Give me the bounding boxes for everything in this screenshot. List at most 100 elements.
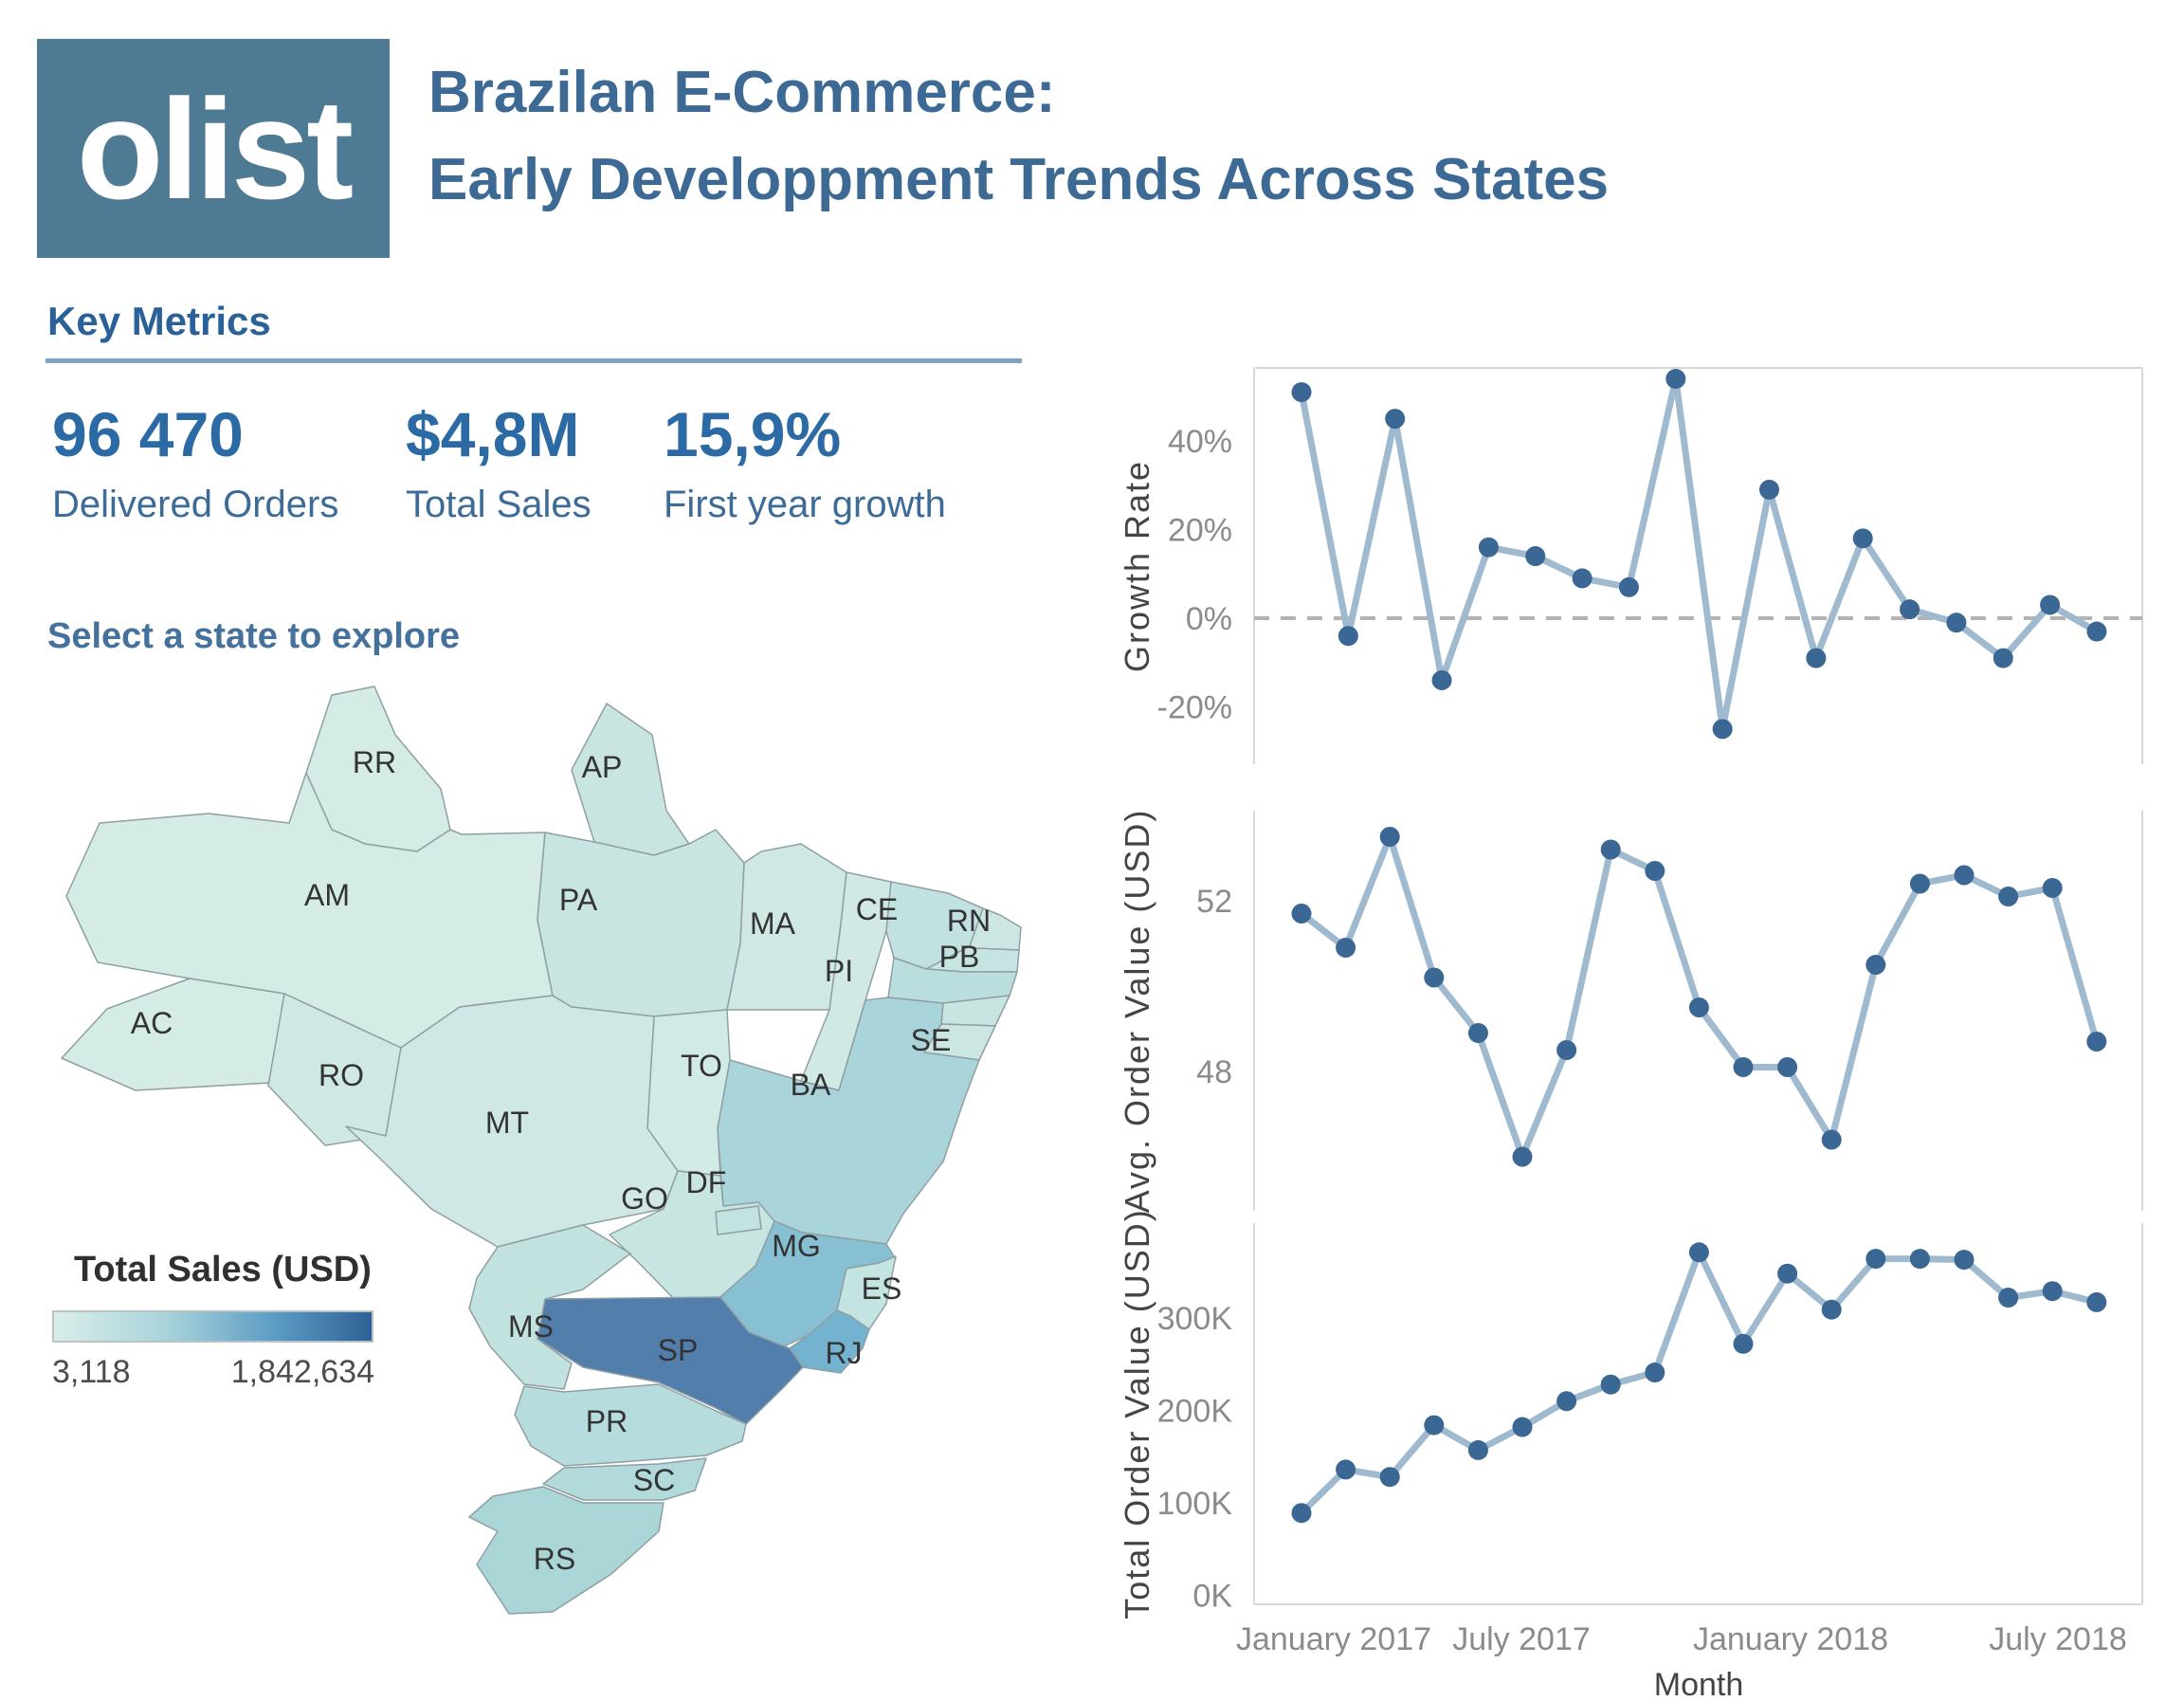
data-point-Feb-2018[interactable]	[1821, 1299, 1842, 1320]
state-AC[interactable]	[61, 978, 285, 1091]
x-tick-label: July 2017	[1452, 1621, 1591, 1657]
data-point-Sep-2017[interactable]	[1600, 839, 1621, 860]
state-MS[interactable]	[468, 1224, 631, 1390]
x-tick-label: July 2018	[1989, 1621, 2127, 1657]
data-point-Jul-2018[interactable]	[2040, 594, 2061, 615]
state-label-MT: MT	[485, 1106, 529, 1140]
state-label-PB: PB	[939, 940, 980, 974]
data-point-Sep-2017[interactable]	[1572, 568, 1592, 589]
state-label-GO: GO	[621, 1181, 668, 1216]
page-title-line2: Early Developpment Trends Across States	[428, 147, 1610, 212]
state-label-RJ: RJ	[825, 1336, 862, 1370]
data-point-Apr-2018[interactable]	[1900, 599, 1920, 620]
data-point-May-2017[interactable]	[1424, 967, 1445, 988]
metric-value: 96 470	[52, 399, 244, 469]
page-title-line1: Brazilan E-Commerce:	[428, 60, 1056, 125]
series-line	[1298, 375, 2101, 733]
data-point-Jun-2017[interactable]	[1467, 1439, 1488, 1460]
x-tick-label: January 2018	[1693, 1621, 1888, 1657]
data-point-Dec-2017[interactable]	[1733, 1333, 1754, 1354]
data-point-Jun-2018[interactable]	[1998, 887, 2019, 906]
state-RO[interactable]	[267, 993, 402, 1146]
data-point-Jan-2018[interactable]	[1777, 1057, 1798, 1077]
data-point-Apr-2018[interactable]	[1909, 1249, 1930, 1270]
growth-rate-chart: 40% 20% 0% -20%Growth Rate	[1118, 367, 2143, 764]
state-label-ES: ES	[862, 1271, 902, 1306]
data-point-Jul-2017[interactable]	[1512, 1417, 1533, 1437]
state-label-RO: RO	[318, 1058, 364, 1092]
state-label-AM: AM	[304, 878, 350, 912]
key-metrics-divider	[46, 358, 1022, 363]
data-point-Jul-2018[interactable]	[2042, 878, 2063, 898]
state-label-RN: RN	[947, 904, 991, 938]
data-point-Mar-2018[interactable]	[1866, 955, 1886, 975]
data-point-Apr-2018[interactable]	[1909, 873, 1930, 894]
data-point-Mar-2017[interactable]	[1336, 1459, 1356, 1480]
data-point-Aug-2018[interactable]	[2086, 621, 2107, 642]
data-point-Sep-2017[interactable]	[1600, 1374, 1621, 1395]
data-point-Nov-2017[interactable]	[1688, 997, 1709, 1017]
data-point-Jan-2018[interactable]	[1759, 479, 1779, 500]
data-point-Mar-2018[interactable]	[1866, 1249, 1886, 1270]
olist-logo-text: olist	[76, 68, 354, 229]
state-SC[interactable]	[542, 1457, 707, 1501]
data-point-Aug-2018[interactable]	[2086, 1291, 2107, 1312]
data-point-Oct-2017[interactable]	[1645, 1363, 1665, 1383]
metric-total-sales: $4,8M Total Sales	[406, 398, 592, 526]
data-point-Feb-2018[interactable]	[1806, 648, 1827, 668]
data-point-Jul-2017[interactable]	[1512, 1146, 1533, 1167]
state-DF[interactable]	[715, 1205, 762, 1235]
data-point-Dec-2017[interactable]	[1712, 719, 1733, 740]
data-point-Jul-2018[interactable]	[2042, 1281, 2063, 1302]
data-point-Aug-2017[interactable]	[1556, 1040, 1577, 1060]
data-point-Apr-2017[interactable]	[1379, 827, 1400, 847]
state-label-SP: SP	[658, 1333, 699, 1367]
page-title: Brazilan E-Commerce: Early Developpment …	[428, 49, 1609, 224]
metric-label: Total Sales	[406, 484, 592, 525]
data-point-Jun-2018[interactable]	[1998, 1288, 2019, 1308]
state-label-RR: RR	[353, 745, 396, 779]
data-point-Apr-2017[interactable]	[1338, 626, 1358, 647]
metric-first-year-growth: 15,9% First year growth	[664, 398, 946, 526]
data-point-Mar-2017[interactable]	[1291, 382, 1312, 403]
data-point-Aug-2017[interactable]	[1556, 1391, 1577, 1412]
data-point-Mar-2018[interactable]	[1852, 528, 1873, 549]
state-PA[interactable]	[537, 829, 745, 1017]
map-legend-min: 3,118	[52, 1354, 131, 1390]
total-order-value-chart: 300K 200K 100K 0K Total Order Value (USD)	[1118, 1208, 2143, 1619]
data-point-May-2017[interactable]	[1385, 409, 1406, 430]
data-point-Jul-2017[interactable]	[1478, 537, 1499, 558]
data-point-Jun-2017[interactable]	[1467, 1023, 1488, 1043]
state-RS[interactable]	[468, 1486, 664, 1615]
data-point-Mar-2017[interactable]	[1336, 938, 1356, 958]
data-point-Jun-2018[interactable]	[1993, 648, 2013, 668]
y-axis-title: Total Order Value (USD)	[1118, 1208, 1156, 1619]
y-tick-label: 0%	[1186, 601, 1232, 637]
data-point-Oct-2017[interactable]	[1645, 861, 1665, 881]
data-point-May-2017[interactable]	[1424, 1415, 1445, 1436]
state-label-PA: PA	[559, 883, 598, 917]
state-label-SE: SE	[911, 1023, 952, 1057]
data-point-Feb-2018[interactable]	[1821, 1129, 1842, 1150]
data-point-May-2018[interactable]	[1946, 613, 1967, 633]
data-point-Aug-2018[interactable]	[2086, 1032, 2107, 1052]
data-point-May-2018[interactable]	[1954, 1250, 1975, 1271]
data-point-Jun-2017[interactable]	[1431, 669, 1452, 690]
data-point-May-2018[interactable]	[1954, 865, 1975, 886]
data-point-Nov-2017[interactable]	[1688, 1242, 1709, 1263]
data-point-Feb-2017[interactable]	[1291, 1503, 1312, 1524]
state-PR[interactable]	[514, 1383, 747, 1467]
data-point-Oct-2017[interactable]	[1618, 576, 1639, 597]
data-point-Apr-2017[interactable]	[1379, 1467, 1400, 1488]
data-point-Dec-2017[interactable]	[1733, 1057, 1754, 1077]
series-line	[1298, 833, 2101, 1161]
data-point-Jan-2018[interactable]	[1777, 1263, 1798, 1284]
state-SP[interactable]	[537, 1296, 804, 1425]
data-point-Nov-2017[interactable]	[1665, 369, 1686, 390]
state-BA[interactable]	[717, 997, 980, 1245]
avg-order-value-chart: 52 48 Avg. Order Value (USD)	[1118, 809, 2143, 1213]
data-point-Aug-2017[interactable]	[1525, 546, 1546, 567]
data-point-Feb-2017[interactable]	[1291, 904, 1312, 924]
